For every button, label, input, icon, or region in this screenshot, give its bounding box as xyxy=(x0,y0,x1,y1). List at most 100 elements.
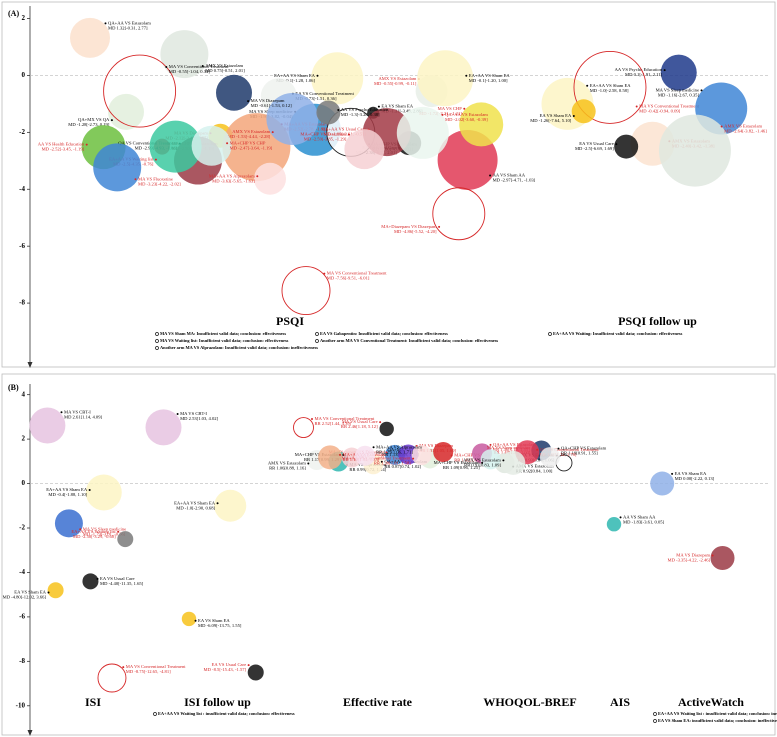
label-dot xyxy=(615,143,618,146)
bubble-name: EA VS Usual Care xyxy=(579,141,614,146)
label-dot xyxy=(307,462,310,465)
y-tick-label: -8 xyxy=(19,657,25,665)
bubble-stat: MD -1.31[-3.48, 2.86] xyxy=(381,109,423,115)
note: Another arm MA VS Alprazolam: Insufficie… xyxy=(160,345,318,350)
bubble-name: MA+AA VS Alprazolam xyxy=(209,173,255,178)
label-dot xyxy=(619,516,622,519)
bubble-name: MA+CHP VS Estazolam xyxy=(434,460,480,465)
bubble-name: MA VS CBT-I xyxy=(64,409,91,414)
bubble-stat: MD -6.09[-13.75, 1.55] xyxy=(198,623,242,629)
label-dot xyxy=(323,272,326,275)
bubble-name: MA VS Sleep medicine xyxy=(656,87,699,92)
bubble-stat: RR 1.28[1.01, 1.58] xyxy=(374,461,411,467)
note-dot xyxy=(315,332,319,336)
bubble-name: AA VS Health Education xyxy=(38,142,85,147)
bubble xyxy=(85,474,122,511)
label-dot xyxy=(557,447,560,450)
bubble-name: MA VS Conventional Treatment xyxy=(327,271,387,276)
label-dot xyxy=(412,457,415,460)
bubble-name: AMX VS Estazolam xyxy=(516,464,554,469)
y-tick-label: -4 xyxy=(19,568,25,576)
label-dot xyxy=(154,158,157,161)
bubble-name: QA+AA VS Estazolam xyxy=(445,112,488,117)
note-dot xyxy=(155,332,159,336)
bubble-stat: RR 1.09[0.96, 1.25] xyxy=(443,465,480,471)
bubble-name: MA VS Conventional Treatment xyxy=(639,104,699,109)
bubble-name: MA VS CHP xyxy=(438,106,463,111)
bubble-stat: RR 1.42[1.06, 1.91] xyxy=(454,458,491,464)
bubble-stat: MD 2.61[1.14, 4.09] xyxy=(64,414,102,420)
y-tick-label: 2 xyxy=(22,435,26,443)
label-dot xyxy=(79,528,82,531)
label-dot xyxy=(377,105,380,108)
bubble-name: EA VS Sham EA xyxy=(14,590,46,595)
bubble-stat: MD -0.61[-1.53, 0.12] xyxy=(251,103,293,109)
bubble-name: MA VS Usual Care xyxy=(342,419,378,424)
bubble xyxy=(650,471,675,496)
bubble-stat: MD -2.52[-3.45, -1.19] xyxy=(42,147,85,153)
note: EA+AA VS Waiting list : insufficient val… xyxy=(158,711,295,716)
bubble-name: QA+MX VS QA xyxy=(78,117,110,122)
bubble-stat: MD -0.4[-1.88, 1.10] xyxy=(48,492,87,498)
bubble-stat: MD -4.86[-5.52, -4.20] xyxy=(394,229,437,235)
bubble-name: EA VS Sham EA xyxy=(381,104,413,109)
bubble-name: AMX VS Estazolam xyxy=(463,457,501,462)
panel-frame xyxy=(1,373,776,736)
bubble xyxy=(459,102,504,147)
bubble xyxy=(396,106,449,159)
label-dot xyxy=(122,666,125,669)
bubble-stat: MD -3.63[-5.65, -1.63] xyxy=(212,178,255,184)
bubble xyxy=(318,445,343,470)
bubble-stat: RR 1.19[0.91, 1.55] xyxy=(561,451,598,457)
bubble xyxy=(54,509,83,538)
label-dot xyxy=(481,461,484,464)
bubble-name: MA+CHP VS Estazolam xyxy=(295,452,341,457)
label-dot xyxy=(110,119,113,122)
bubble xyxy=(191,125,232,166)
bubble xyxy=(216,74,252,111)
bubble-name: EA+AA VS Sham EA xyxy=(174,500,216,505)
bubble-stat: MD -1.0[-2.58, 0.58] xyxy=(590,88,629,94)
bubble-name: EA+AA VS Sham EA xyxy=(469,73,511,78)
bubble-stat: MD -2.5[-6.69, 1.69] xyxy=(575,146,614,152)
panel-label: (B) xyxy=(8,383,19,392)
bubble xyxy=(710,546,735,570)
bubble-name: MA VS Diazepam xyxy=(676,553,710,558)
label-dot xyxy=(463,107,466,110)
label-dot xyxy=(339,453,342,456)
bubble-stat: MD -2.59[-3.85, -1.29] xyxy=(304,137,347,143)
bubble xyxy=(433,442,454,462)
bubble-stat: MD -1.16[-2.67, 0.35] xyxy=(658,92,700,98)
bubble-stat: MD -0.1[-1.20, 1.00] xyxy=(469,78,508,84)
label-dot xyxy=(586,84,589,87)
y-tick-label: -6 xyxy=(19,612,25,620)
bubble xyxy=(614,134,639,159)
label-dot xyxy=(671,472,674,475)
label-dot xyxy=(489,443,492,446)
bubble-stat: RR 1.36[1.10, 1.55] xyxy=(493,447,530,453)
bubble-name: AMX VS Estazolam xyxy=(232,129,270,134)
bubble-name: AA VS Sham AA xyxy=(493,173,526,178)
y-tick-label: -2 xyxy=(19,524,25,532)
label-dot xyxy=(165,65,168,68)
bubble-name: EA+AA VS Sham EA xyxy=(590,83,632,88)
bubble-name: AMX VS Estazolam xyxy=(724,124,762,129)
bubble xyxy=(432,187,486,241)
label-dot xyxy=(441,113,444,116)
bubble-name: AA VS Psycho Education xyxy=(615,67,663,72)
label-dot xyxy=(489,174,492,177)
bubble-stat: MD -2.50[-3.29, -0.60] xyxy=(73,534,116,540)
label-dot xyxy=(663,69,666,72)
bubble-stat: MD -3.35[-4.22, -2.46] xyxy=(667,558,710,564)
panel-frame xyxy=(1,1,776,368)
axis-arrow xyxy=(27,362,33,368)
bubble-stat: RR 0.87[0.74, 1.02] xyxy=(384,464,421,470)
bubble-name: MA VS Conventional Treatment xyxy=(315,416,375,421)
bubble-name: AMX VS Estazolam xyxy=(205,63,243,68)
bubble xyxy=(247,664,264,681)
bubble-name: MA VS CBT-I xyxy=(180,411,207,416)
bubble-stat: MD -0.55[-0.99, -0.11] xyxy=(374,81,417,87)
label-dot xyxy=(60,411,63,414)
bubble-name: EA VS Conventional Treatment xyxy=(295,91,354,96)
bubble-name: MA VS Fluoxetine xyxy=(138,176,173,181)
